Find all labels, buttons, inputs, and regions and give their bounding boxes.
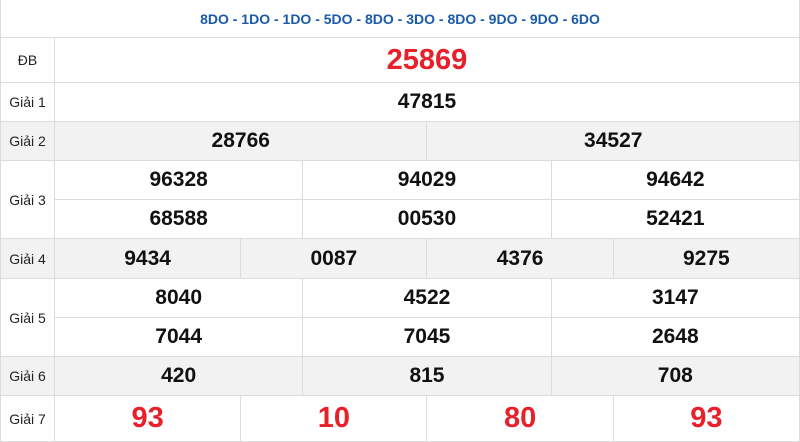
prize-row-g6: Giải 6 420 815 708 — [0, 356, 800, 396]
prize-row-g4: Giải 4 9434 0087 4376 9275 — [0, 238, 800, 279]
prize-number: 94029 — [302, 160, 552, 200]
prize-row-g1: Giải 1 47815 — [0, 82, 800, 122]
prize-row-g2: Giải 2 28766 34527 — [0, 121, 800, 161]
prize-number: 47815 — [54, 82, 800, 122]
prize-label: Giải 3 — [0, 160, 55, 239]
prize-number: 815 — [302, 356, 552, 396]
prize-label: Giải 5 — [0, 278, 55, 357]
header-row: 8DO - 1DO - 1DO - 5DO - 8DO - 3DO - 8DO … — [0, 0, 800, 38]
prize-number: 4522 — [302, 278, 552, 318]
prize-label: Giải 4 — [0, 238, 55, 279]
prize-number: 96328 — [53, 160, 304, 200]
special-prize-number: 25869 — [54, 37, 800, 83]
header-codes: 8DO - 1DO - 1DO - 5DO - 8DO - 3DO - 8DO … — [0, 0, 800, 38]
prize-number: 8040 — [53, 278, 304, 318]
prize-number: 7045 — [302, 317, 552, 357]
prize-number: 93 — [53, 395, 242, 442]
prize-number: 52421 — [550, 199, 800, 239]
prize-label: Giải 1 — [0, 82, 55, 122]
prize-number: 9434 — [53, 238, 242, 279]
prize-number: 708 — [550, 356, 800, 396]
prize-number: 00530 — [302, 199, 552, 239]
prize-number: 28766 — [53, 121, 428, 161]
prize-label: Giải 6 — [0, 356, 55, 396]
prize-row-g3: Giải 3 96328 94029 94642 — [0, 160, 800, 239]
prize-number: 3147 — [550, 278, 800, 318]
prize-row-g7: Giải 7 93 10 80 93 — [0, 395, 800, 442]
prize-number: 80 — [426, 395, 614, 442]
prize-row-db: ĐB 25869 — [0, 37, 800, 83]
prize-label: ĐB — [0, 37, 55, 83]
prize-number: 4376 — [426, 238, 614, 279]
prize-number: 0087 — [240, 238, 428, 279]
prize-number: 94642 — [550, 160, 800, 200]
prize-number: 2648 — [550, 317, 800, 357]
prize-number: 9275 — [612, 238, 800, 279]
prize-row-g5-2: 7044 7045 2648 — [1, 317, 800, 357]
prize-label: Giải 2 — [0, 121, 55, 161]
prize-number: 93 — [612, 395, 800, 442]
prize-number: 68588 — [53, 199, 304, 239]
prize-label: Giải 7 — [0, 395, 55, 442]
prize-row-g3-2: 68588 00530 52421 — [1, 199, 800, 239]
prize-number: 10 — [240, 395, 428, 442]
prize-row-g5: Giải 5 8040 4522 3147 — [0, 278, 800, 357]
prize-number: 420 — [53, 356, 304, 396]
prize-number: 7044 — [53, 317, 304, 357]
prize-number: 34527 — [426, 121, 800, 161]
